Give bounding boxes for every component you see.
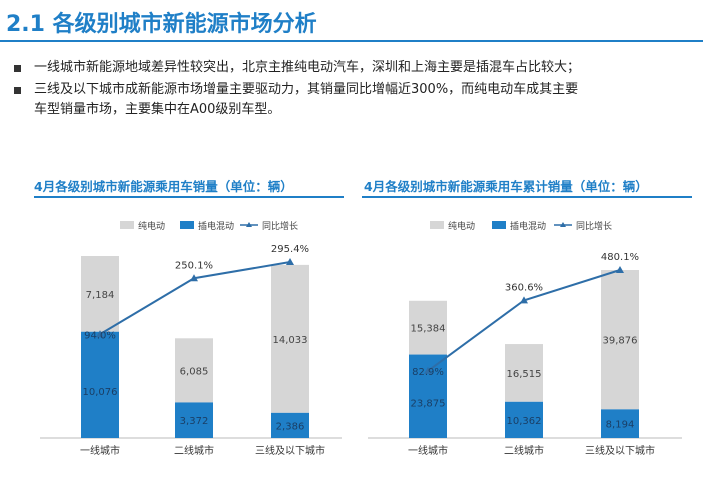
bar-phev — [505, 401, 543, 438]
data-label-phev: 3,372 — [180, 416, 209, 427]
legend-label: 插电混动 — [510, 220, 546, 232]
data-label-phev: 10,362 — [507, 416, 542, 427]
bar-bev — [409, 300, 447, 355]
chart-title: 4月各级别城市新能源乘用车累计销量（单位：辆） — [364, 179, 648, 194]
x-tick-label: 三线及以下城市 — [255, 444, 325, 457]
bar-phev — [81, 331, 119, 438]
data-label-bev: 16,515 — [507, 369, 542, 380]
data-label-bev: 39,876 — [603, 336, 638, 347]
x-tick-label: 二线城市 — [174, 444, 214, 457]
legend-marker-icon — [560, 222, 566, 227]
chart-title: 4月各级别城市新能源乘用车销量（单位：辆） — [34, 179, 293, 194]
legend-swatch-phev — [492, 221, 506, 229]
legend-label: 插电混动 — [198, 220, 234, 232]
data-label-bev: 14,033 — [273, 335, 308, 346]
growth-point — [424, 366, 432, 374]
data-label-bev: 15,384 — [411, 324, 446, 335]
bar-bev — [601, 270, 639, 410]
data-label-bev: 6,085 — [180, 366, 209, 377]
title-bar: 2.1 各级别城市新能源市场分析 — [0, 0, 703, 40]
legend-label: 同比增长 — [262, 220, 298, 232]
legend-label: 纯电动 — [138, 220, 165, 232]
legend-label: 纯电动 — [448, 220, 475, 232]
legend-swatch-bev — [430, 221, 444, 229]
growth-point — [190, 274, 198, 282]
bar-bev — [175, 338, 213, 403]
x-tick-label: 一线城市 — [408, 444, 448, 457]
cumulative-sales-chart: 纯电动 插电混动 同比增长 15,384 23,875 一线城市 16,515 10,362 二… — [368, 220, 682, 457]
x-tick-label: 三线及以下城市 — [585, 444, 655, 457]
growth-label: 295.4% — [271, 244, 309, 255]
x-tick-label: 一线城市 — [80, 444, 120, 457]
bar-phev — [175, 402, 213, 438]
growth-point — [520, 296, 528, 304]
x-tick-label: 二线城市 — [504, 444, 544, 457]
growth-label: 360.6% — [505, 282, 543, 293]
bar-bev — [271, 264, 309, 413]
growth-label: 480.1% — [601, 252, 639, 263]
data-label-phev: 10,076 — [83, 387, 118, 398]
growth-point — [96, 330, 104, 338]
bullet-square-icon — [14, 65, 21, 72]
growth-label: 94.0% — [84, 330, 116, 341]
bullet-text: 一线城市新能源地域差异性较突出，北京主推纯电动汽车，深圳和上海主要是插混车占比较… — [34, 60, 581, 75]
data-label-phev: 8,194 — [606, 420, 635, 431]
growth-point — [286, 258, 294, 265]
title-divider — [0, 40, 703, 42]
growth-point — [616, 266, 624, 273]
bar-phev — [601, 409, 639, 438]
growth-label: 250.1% — [175, 260, 213, 271]
growth-label: 82.9% — [412, 367, 444, 378]
bar-bev — [505, 344, 543, 402]
data-label-phev: 23,875 — [411, 398, 446, 409]
sales-chart-april: 纯电动 插电混动 同比增长 7,184 10,076 一线城市 6,085 3,372 二线城市… — [40, 220, 342, 457]
bullet-text-continued: 车型销量市场，主要集中在A00级别车型。 — [34, 102, 281, 117]
bullet-square-icon — [14, 87, 21, 94]
data-label-phev: 2,386 — [276, 421, 305, 432]
growth-line — [99, 261, 291, 336]
legend-label: 同比增长 — [576, 220, 612, 232]
bullet-text: 三线及以下城市成新能源市场增量主要驱动力，其销量同比增幅近300%，而纯电动车成… — [34, 82, 579, 97]
bar-bev — [81, 256, 119, 332]
legend-swatch-bev — [120, 221, 134, 229]
chart-title-underline — [362, 196, 692, 198]
bar-phev — [271, 412, 309, 438]
chart-title-underline — [34, 196, 344, 198]
page-title: 2.1 各级别城市新能源市场分析 — [6, 12, 317, 37]
legend-marker-icon — [246, 222, 252, 227]
legend-swatch-phev — [180, 221, 194, 229]
data-label-bev: 7,184 — [86, 290, 115, 301]
